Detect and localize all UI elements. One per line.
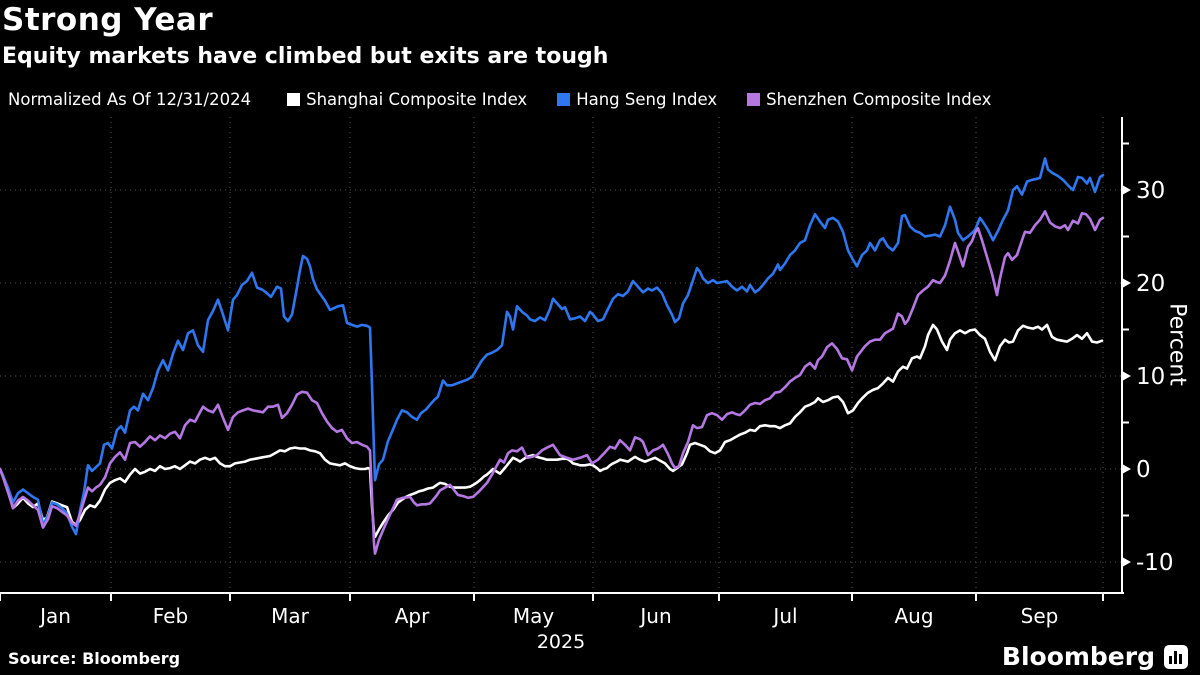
bloomberg-logo-icon [1164,644,1188,669]
y-axis-tick-label: -10 [1136,550,1174,576]
legend-item-shenzhen: Shenzhen Composite Index [747,90,991,109]
bloomberg-wordmark: Bloomberg [1001,642,1155,671]
shanghai-swatch-icon [287,93,301,106]
legend-label-shanghai: Shanghai Composite Index [306,90,528,109]
y-axis-major-tick [1122,185,1131,195]
x-axis-month-label: Jan [38,604,71,628]
legend-label-shenzhen: Shenzhen Composite Index [766,90,992,109]
y-axis-major-tick [1122,557,1131,567]
page-subtitle: Equity markets have climbed but exits ar… [2,44,609,69]
legend-note: Normalized As Of 12/31/2024 [8,90,252,109]
x-axis-month-label: Apr [395,604,430,628]
source-credit: Source: Bloomberg [8,649,181,668]
x-axis-month-label: May [513,604,555,628]
chart-svg: -10 0 10 20 30 Jan Feb Mar Apr May Jun Jul Aug Sep 202… [0,117,1174,653]
series-line-shanghai-composite-index [0,323,1104,539]
x-axis-month-label: Jun [638,604,671,628]
x-axis-year-label: 2025 [537,631,585,653]
page-title: Strong Year [2,2,214,38]
series-line-hang-seng-index [0,157,1105,536]
series-line-shenzhen-composite-index [0,210,1105,555]
y-axis-tick-label: 0 [1136,457,1151,483]
x-axis-month-label: Feb [153,604,188,628]
hang-seng-swatch-icon [557,93,571,106]
legend: Normalized As Of 12/31/2024 Shanghai Com… [8,90,1021,109]
y-axis-tick-label: 10 [1136,364,1165,390]
legend-label-hang-seng: Hang Seng Index [576,90,718,109]
legend-item-hang-seng: Hang Seng Index [557,90,717,109]
legend-item-shanghai: Shanghai Composite Index [287,90,527,109]
y-axis-title: Percent [1164,303,1190,386]
x-axis-month-label: Mar [271,604,310,628]
shenzhen-swatch-icon [747,93,761,106]
y-axis-tick-label: 30 [1136,178,1165,204]
x-axis-month-label: Jul [771,604,797,628]
y-axis-major-tick [1122,371,1131,381]
x-axis-month-label: Sep [1021,604,1059,628]
y-axis-major-tick [1122,464,1131,474]
y-axis-major-tick [1122,278,1131,288]
y-axis-tick-label: 20 [1136,271,1165,297]
bloomberg-brand: Bloomberg [1002,642,1188,671]
x-axis-month-label: Aug [894,604,933,628]
